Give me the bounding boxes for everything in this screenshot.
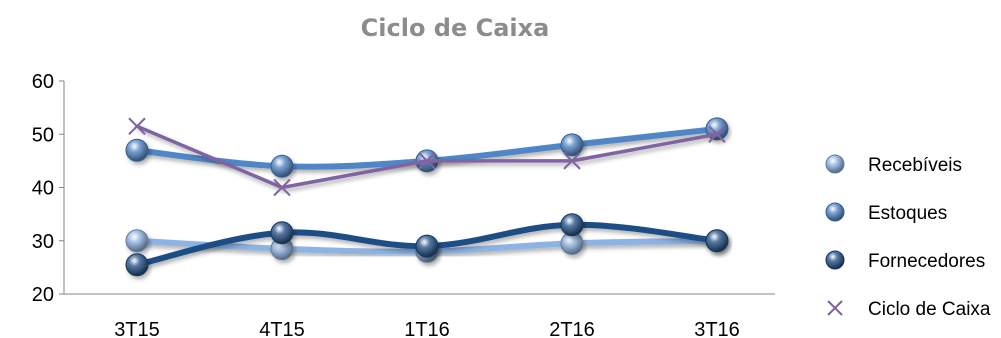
axes: 20 30 40 50 60 3T15 4T15 1T16 2T16 3T16 [32, 71, 775, 338]
data-point-estoques [125, 138, 149, 162]
y-tick-label: 20 [32, 284, 54, 306]
series-ciclo-de-caixa [128, 117, 726, 197]
legend-marker [827, 300, 843, 316]
x-tick-label: 2T16 [549, 319, 595, 338]
y-tick-label: 30 [32, 231, 54, 253]
legend-label: Fornecedores [868, 251, 985, 272]
x-marker-stroke [128, 117, 146, 135]
x-marker-stroke [418, 152, 436, 170]
legend-label: Ciclo de Caixa [868, 299, 991, 320]
data-point-recebiveis [125, 229, 149, 253]
x-marker-stroke [827, 300, 843, 316]
plot-area [125, 117, 729, 277]
x-marker-stroke [563, 152, 581, 170]
x-tick-label: 1T16 [404, 319, 450, 338]
data-point-ciclo-de-caixa [418, 152, 436, 170]
x-tick-label: 4T15 [259, 319, 305, 338]
legend: Recebíveis Estoques Fornecedores Ciclo de C… [803, 154, 991, 320]
legend-marker [825, 154, 845, 174]
series-fornecedores [125, 213, 729, 277]
x-tick-label: 3T15 [114, 319, 160, 338]
legend-label: Recebíveis [868, 155, 962, 176]
x-tick-label: 3T16 [694, 319, 740, 338]
legend-label: Estoques [868, 203, 947, 224]
data-point-fornecedores [125, 253, 149, 277]
legend-item-estoques: Estoques [803, 202, 947, 224]
data-point-fornecedores [270, 221, 294, 245]
data-point-ciclo-de-caixa [273, 178, 291, 197]
x-marker-stroke [273, 178, 291, 197]
legend-item-fornecedores: Fornecedores [803, 250, 985, 272]
y-tick-label: 40 [32, 178, 54, 200]
legend-item-ciclo-de-caixa: Ciclo de Caixa [804, 299, 991, 320]
y-tick-label: 60 [32, 71, 54, 93]
data-point-estoques [560, 133, 584, 157]
data-point-fornecedores [705, 229, 729, 253]
y-tick-label: 50 [32, 124, 54, 146]
x-marker-stroke [708, 125, 726, 143]
legend-marker [825, 202, 845, 222]
data-point-ciclo-de-caixa [563, 152, 581, 170]
data-point-ciclo-de-caixa [708, 125, 726, 143]
chart-title: Ciclo de Caixa [361, 14, 550, 42]
legend-marker [825, 250, 845, 270]
legend-item-recebiveis: Recebíveis [803, 154, 962, 176]
data-point-fornecedores [415, 234, 439, 258]
data-point-fornecedores [560, 213, 584, 237]
data-point-ciclo-de-caixa [128, 117, 146, 135]
data-point-estoques [270, 154, 294, 178]
